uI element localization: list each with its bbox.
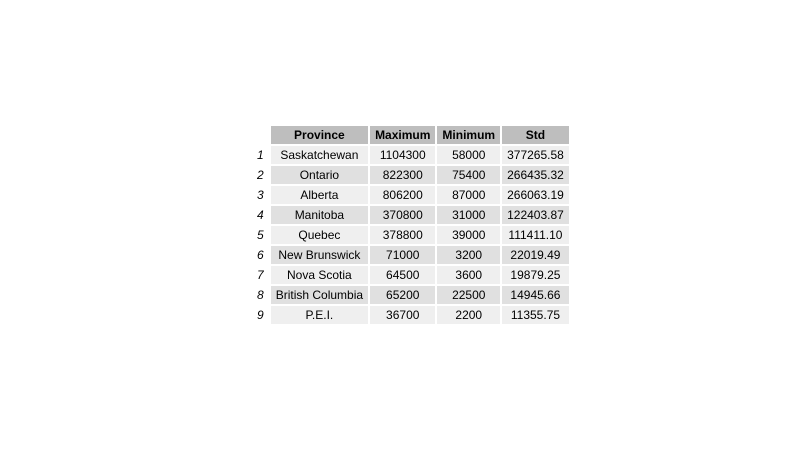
cell-std: 377265.58	[502, 146, 569, 164]
cell-province: Manitoba	[270, 206, 369, 224]
table-body: 1 Saskatchewan 1104300 58000 377265.58 2 Ontar…	[252, 146, 569, 324]
row-index: 1	[257, 148, 264, 162]
cell-province: Saskatchewan	[270, 146, 369, 164]
cell-minimum: 3200	[437, 246, 501, 264]
cell-province: New Brunswick	[270, 246, 369, 264]
row-index: 8	[257, 288, 264, 302]
table-row: 1 Saskatchewan 1104300 58000 377265.58	[252, 146, 569, 164]
cell-maximum: 64500	[370, 266, 436, 284]
row-index-header	[252, 126, 269, 144]
column-header-province: Province	[270, 126, 369, 144]
row-index: 6	[257, 248, 264, 262]
row-index: 7	[257, 268, 264, 282]
cell-minimum: 31000	[437, 206, 501, 224]
row-index: 3	[257, 188, 264, 202]
table-row: 2 Ontario 822300 75400 266435.32	[252, 166, 569, 184]
row-index: 2	[257, 168, 264, 182]
cell-std: 266435.32	[502, 166, 569, 184]
cell-maximum: 71000	[370, 246, 436, 264]
cell-maximum: 1104300	[370, 146, 436, 164]
table-row: 6 New Brunswick 71000 3200 22019.49	[252, 246, 569, 264]
cell-std: 11355.75	[502, 306, 569, 324]
cell-province: P.E.I.	[270, 306, 369, 324]
cell-std: 22019.49	[502, 246, 569, 264]
cell-minimum: 75400	[437, 166, 501, 184]
cell-minimum: 22500	[437, 286, 501, 304]
row-index: 9	[257, 308, 264, 322]
table-row: 5 Quebec 378800 39000 111411.10	[252, 226, 569, 244]
cell-province: Nova Scotia	[270, 266, 369, 284]
cell-std: 14945.66	[502, 286, 569, 304]
row-index: 5	[257, 228, 264, 242]
table-row: 8 British Columbia 65200 22500 14945.66	[252, 286, 569, 304]
data-table: Province Maximum Minimum Std 1 Saskatchew…	[250, 124, 571, 326]
cell-std: 19879.25	[502, 266, 569, 284]
cell-province: Alberta	[270, 186, 369, 204]
cell-std: 266063.19	[502, 186, 569, 204]
cell-maximum: 36700	[370, 306, 436, 324]
cell-maximum: 370800	[370, 206, 436, 224]
cell-province: Ontario	[270, 166, 369, 184]
header-row: Province Maximum Minimum Std	[252, 126, 569, 144]
row-index: 4	[257, 208, 264, 222]
cell-minimum: 2200	[437, 306, 501, 324]
cell-maximum: 65200	[370, 286, 436, 304]
column-header-maximum: Maximum	[370, 126, 436, 144]
cell-minimum: 3600	[437, 266, 501, 284]
cell-minimum: 39000	[437, 226, 501, 244]
column-header-std: Std	[502, 126, 569, 144]
table-row: 7 Nova Scotia 64500 3600 19879.25	[252, 266, 569, 284]
table-row: 3 Alberta 806200 87000 266063.19	[252, 186, 569, 204]
cell-maximum: 806200	[370, 186, 436, 204]
table-row: 4 Manitoba 370800 31000 122403.87	[252, 206, 569, 224]
cell-minimum: 58000	[437, 146, 501, 164]
cell-province: British Columbia	[270, 286, 369, 304]
cell-province: Quebec	[270, 226, 369, 244]
table-row: 9 P.E.I. 36700 2200 11355.75	[252, 306, 569, 324]
cell-minimum: 87000	[437, 186, 501, 204]
cell-std: 111411.10	[502, 226, 569, 244]
cell-maximum: 822300	[370, 166, 436, 184]
cell-maximum: 378800	[370, 226, 436, 244]
column-header-minimum: Minimum	[437, 126, 501, 144]
cell-std: 122403.87	[502, 206, 569, 224]
